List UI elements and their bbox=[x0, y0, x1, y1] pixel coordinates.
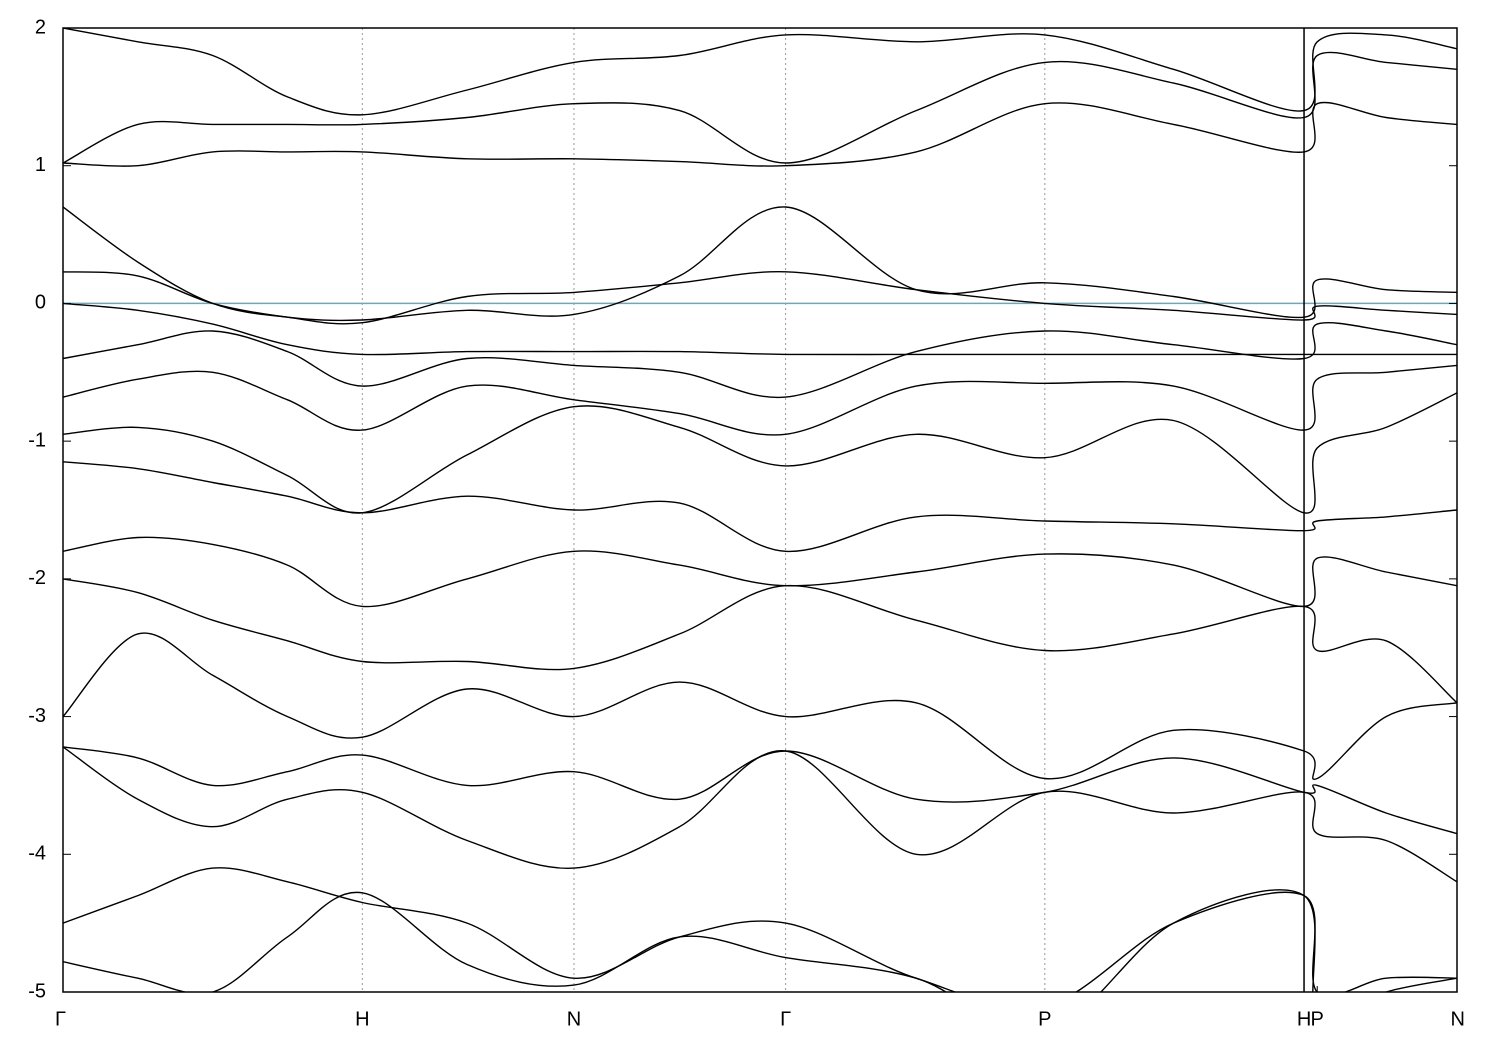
band-line bbox=[63, 578, 1457, 704]
band-line bbox=[63, 632, 1457, 781]
x-tick-label: N bbox=[567, 1008, 581, 1030]
band-line bbox=[63, 746, 1457, 883]
band-line bbox=[63, 51, 1457, 164]
band-line bbox=[63, 746, 1457, 835]
y-tick-label: 2 bbox=[35, 16, 46, 38]
band-line bbox=[63, 536, 1457, 608]
y-tick-label: -4 bbox=[28, 843, 46, 865]
y-tick-label: -1 bbox=[28, 429, 46, 451]
y-tick-label: -3 bbox=[28, 705, 46, 727]
y-tick-label: 0 bbox=[35, 292, 46, 314]
y-tick-label: -2 bbox=[28, 567, 46, 589]
band-line bbox=[63, 271, 1457, 325]
band-line bbox=[63, 364, 1457, 436]
band-line bbox=[63, 101, 1457, 167]
band-line bbox=[63, 392, 1457, 514]
x-tick-label: Γ bbox=[55, 1008, 66, 1030]
grid-layer bbox=[361, 28, 1046, 992]
x-tick-label: Γ bbox=[780, 1008, 791, 1030]
band-line bbox=[63, 889, 1457, 992]
x-tick-label: P bbox=[1038, 1008, 1051, 1030]
bands-layer bbox=[63, 28, 1457, 992]
x-tick-label: H bbox=[1297, 1008, 1311, 1030]
x-tick-label: P bbox=[1311, 1008, 1324, 1030]
band-line bbox=[63, 322, 1457, 399]
band-line bbox=[63, 302, 1457, 356]
band-line bbox=[63, 461, 1457, 553]
y-tick-label: -5 bbox=[28, 980, 46, 1002]
x-tick-label: N bbox=[1451, 1008, 1465, 1030]
plot-frame bbox=[62, 27, 1458, 993]
labels-layer: 210-1-2-3-4-5Γ H N Γ P H P N bbox=[28, 16, 1465, 1030]
band-line bbox=[63, 28, 1457, 116]
x-tick-label: H bbox=[355, 1008, 369, 1030]
band-line bbox=[63, 867, 1457, 992]
y-tick-label: 1 bbox=[35, 154, 46, 176]
